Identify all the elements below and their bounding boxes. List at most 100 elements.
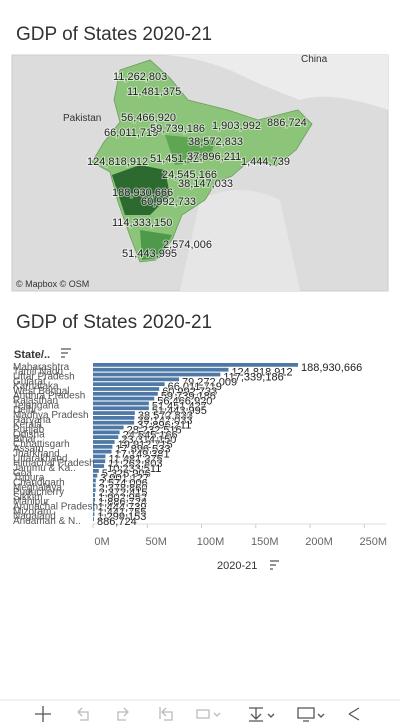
up-region — [165, 135, 215, 165]
chart-title: GDP of States 2020-21 — [16, 312, 212, 333]
move-icon[interactable] — [35, 706, 51, 722]
sort-icon[interactable] — [270, 560, 279, 570]
category-label: Sikkim — [13, 492, 42, 503]
value-label: 10,233,511 — [107, 463, 161, 475]
value-label: 1,902,952 — [98, 492, 147, 504]
value-label: 37,896,211 — [137, 420, 191, 432]
map-value-label: 59,739,186 — [150, 123, 205, 135]
redo-icon[interactable] — [117, 707, 129, 721]
category-label: Kerala — [13, 420, 42, 431]
category-label: Uttarakhand — [13, 453, 67, 464]
map-value-label: 11,262,803 — [113, 71, 167, 83]
sort-icon[interactable] — [61, 348, 71, 358]
bar — [93, 512, 95, 517]
bar — [93, 406, 149, 411]
map-value-label: 886,724 — [267, 117, 307, 129]
bar — [93, 440, 115, 444]
category-label: Arunachal Pradesh — [13, 502, 98, 513]
bar — [93, 483, 96, 488]
category-label: Karnataka — [13, 381, 59, 392]
category-label: Nagaland — [13, 511, 56, 522]
map-value-label: 60,992,733 — [141, 196, 196, 208]
map-value-label: 51,443,995 — [122, 248, 177, 260]
bar — [93, 507, 95, 512]
device-icon[interactable] — [297, 707, 325, 722]
category-label: Rajasthan — [13, 396, 58, 407]
map-value-label: 38,147,033 — [178, 178, 233, 190]
tamilnadu-region — [140, 230, 172, 260]
category-label: Gujarat — [13, 376, 46, 387]
map-value-label: 124,818,912 — [87, 156, 148, 168]
value-label: 886,724 — [97, 516, 137, 528]
category-label: West Bengal — [13, 386, 70, 397]
category-label: Meghalaya — [13, 482, 62, 493]
category-label: Andaman & N.. — [13, 516, 81, 527]
bar — [93, 464, 105, 468]
value-label: 124,818,912 — [231, 367, 292, 379]
value-label: 1,444,739 — [98, 502, 147, 514]
category-label: Puducherry — [13, 487, 64, 498]
category-label: Chhattisgarh — [13, 439, 70, 450]
bar — [93, 469, 99, 473]
value-label: 1,441,755 — [98, 506, 147, 518]
map-title: GDP of States 2020-21 — [16, 24, 212, 45]
revert-icon[interactable] — [159, 707, 173, 721]
map-value-label: 114,333,150 — [112, 217, 172, 229]
category-label: Assam — [13, 444, 44, 455]
download-icon[interactable] — [249, 707, 275, 722]
refresh-icon[interactable] — [196, 709, 221, 719]
map-attribution: © Mapbox © OSM — [16, 279, 89, 289]
map[interactable] — [11, 54, 389, 292]
value-label: 19,912,715 — [118, 439, 173, 451]
category-label: Uttar Pradesh — [13, 371, 75, 382]
value-label: 17,149,381 — [115, 449, 170, 461]
map-sea — [180, 190, 300, 291]
bar — [93, 401, 149, 406]
bar — [93, 478, 96, 483]
bar — [93, 444, 113, 449]
value-label: 51,451,427 — [152, 400, 207, 412]
value-label: 24,545,166 — [123, 429, 178, 441]
value-label: 17,896,533 — [115, 444, 170, 456]
x-tick-label: 150M — [251, 536, 279, 548]
undo-icon[interactable] — [77, 707, 89, 721]
bar — [93, 488, 96, 493]
value-label: 51,443,995 — [152, 405, 207, 417]
bar — [93, 367, 229, 372]
bar — [93, 411, 135, 415]
x-tick-label: 200M — [305, 536, 333, 548]
x-tick-label: 250M — [360, 536, 388, 548]
map-value-label: 56,466,920 — [121, 112, 176, 124]
value-label: 66,011,719 — [168, 381, 222, 393]
category-label: Telangana — [13, 400, 60, 411]
category-label: Delhi — [13, 405, 36, 416]
map-terrain — [12, 55, 388, 110]
value-label: 188,930,666 — [301, 362, 362, 374]
bar — [93, 497, 96, 502]
bar — [93, 382, 165, 387]
bar — [93, 459, 106, 464]
value-label: 56,466,920 — [157, 396, 212, 408]
place-label: Pakistan — [63, 113, 101, 124]
category-label: Madhya Pradesh — [13, 410, 89, 421]
map-value-label: 1,903,992 — [212, 120, 261, 132]
category-header: State/.. — [14, 349, 50, 361]
value-label: 2,378,860 — [99, 482, 148, 494]
category-label: Jammu & Ka.. — [13, 463, 76, 474]
map-value-label: 37,896,211 — [187, 151, 241, 163]
x-tick-label: 100M — [197, 536, 225, 548]
value-label: 23,314,150 — [121, 434, 176, 446]
map-value-label: 1,444,739 — [241, 156, 290, 168]
category-label: Punjab — [13, 424, 45, 435]
category-label: Maharashtra — [13, 362, 70, 373]
bar — [93, 363, 299, 367]
value-label: 1,886,724 — [98, 497, 147, 509]
share-icon[interactable] — [348, 707, 360, 721]
bar — [93, 435, 119, 440]
value-label: 79,272,009 — [182, 376, 237, 388]
category-label: Bihar — [13, 434, 37, 445]
bar — [93, 420, 135, 425]
value-label: 59,739,186 — [161, 391, 216, 403]
bar — [93, 391, 158, 396]
